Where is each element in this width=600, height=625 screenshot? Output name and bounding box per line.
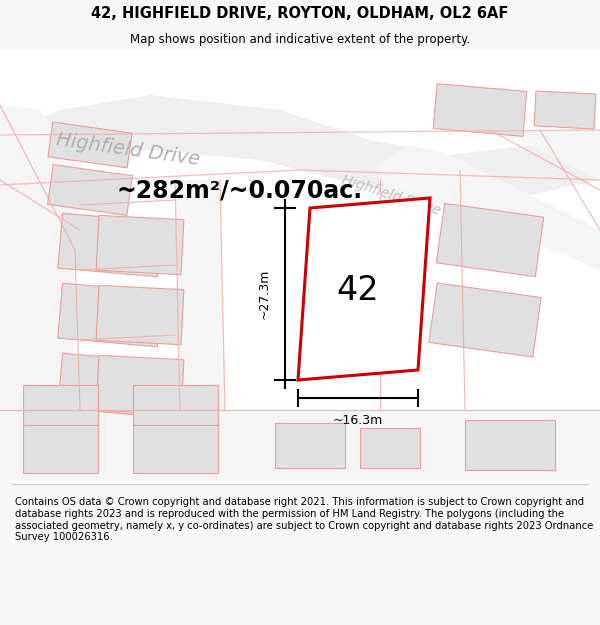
Polygon shape	[534, 91, 596, 129]
Text: ~27.3m: ~27.3m	[258, 269, 271, 319]
Polygon shape	[58, 283, 162, 347]
Polygon shape	[436, 203, 544, 277]
Polygon shape	[133, 385, 218, 425]
Polygon shape	[58, 213, 162, 277]
Polygon shape	[490, 130, 600, 180]
Text: 42: 42	[337, 274, 379, 306]
Polygon shape	[48, 122, 132, 168]
Polygon shape	[360, 428, 420, 468]
Polygon shape	[0, 95, 600, 200]
Polygon shape	[133, 423, 218, 473]
Polygon shape	[275, 422, 345, 468]
Polygon shape	[96, 216, 184, 274]
Polygon shape	[0, 105, 80, 480]
Text: Highfield Drive: Highfield Drive	[55, 131, 201, 169]
Polygon shape	[96, 356, 184, 414]
Text: 42, HIGHFIELD DRIVE, ROYTON, OLDHAM, OL2 6AF: 42, HIGHFIELD DRIVE, ROYTON, OLDHAM, OL2…	[91, 6, 509, 21]
Polygon shape	[465, 420, 555, 470]
Text: Highfield Drive: Highfield Drive	[340, 173, 442, 218]
Polygon shape	[175, 180, 225, 410]
Polygon shape	[96, 286, 184, 344]
Text: Map shows position and indicative extent of the property.: Map shows position and indicative extent…	[130, 32, 470, 46]
Polygon shape	[0, 410, 600, 480]
Polygon shape	[23, 385, 97, 425]
Polygon shape	[23, 423, 97, 473]
Text: ~282m²/~0.070ac.: ~282m²/~0.070ac.	[117, 178, 363, 202]
Text: Contains OS data © Crown copyright and database right 2021. This information is : Contains OS data © Crown copyright and d…	[15, 498, 593, 542]
Polygon shape	[298, 198, 430, 380]
Polygon shape	[433, 84, 527, 136]
Text: ~16.3m: ~16.3m	[333, 414, 383, 427]
Polygon shape	[58, 353, 162, 417]
Polygon shape	[380, 145, 600, 270]
Polygon shape	[429, 283, 541, 357]
Polygon shape	[47, 164, 133, 216]
